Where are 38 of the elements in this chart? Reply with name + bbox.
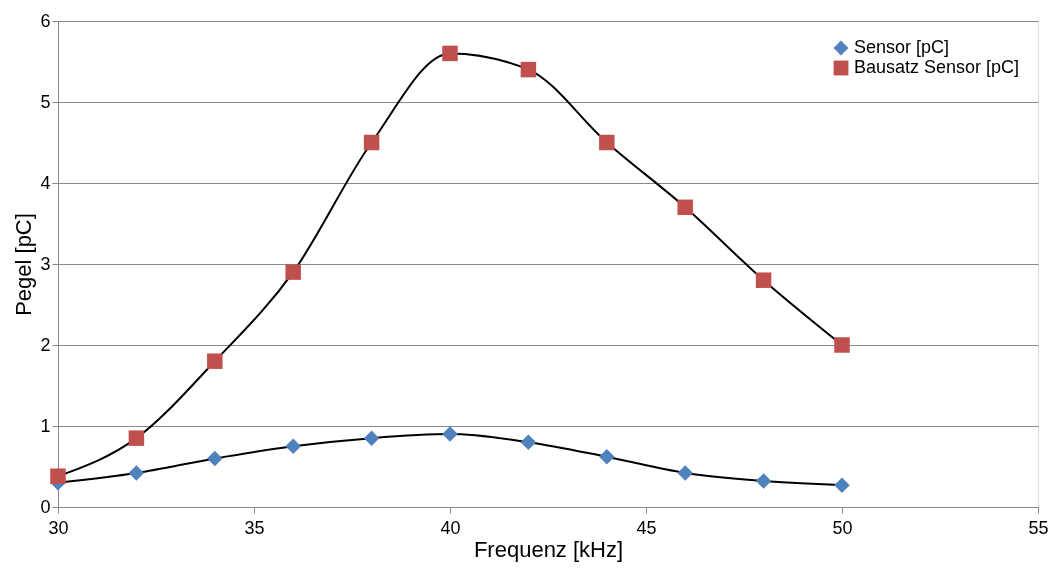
point [520, 434, 537, 450]
point [755, 473, 772, 489]
x-tick-label: 55 [1028, 517, 1049, 538]
point [207, 353, 223, 369]
x-axis-title: Frequenz [kHz] [473, 536, 624, 562]
point [128, 430, 145, 446]
point [599, 134, 615, 151]
y-tick-label: 1 [40, 415, 51, 436]
x-tick-label: 30 [48, 517, 69, 538]
y-tick-label: 0 [40, 496, 51, 517]
x-tick-label: 35 [244, 517, 265, 538]
point [677, 199, 693, 216]
point [755, 272, 772, 288]
point [834, 337, 850, 353]
point [520, 61, 537, 78]
point [442, 45, 458, 62]
point [677, 465, 693, 481]
y-axis-title: Pegel [pC] [11, 213, 37, 316]
y-tick-label: 6 [40, 10, 51, 31]
point [599, 449, 615, 465]
y-tick-label: 4 [40, 172, 51, 193]
y-tick-label: 3 [40, 253, 51, 274]
point [128, 465, 145, 481]
point [207, 450, 223, 467]
point [363, 134, 380, 151]
point [363, 430, 380, 446]
legend-label: Bausatz Sensor [pC] [854, 57, 1020, 77]
point [834, 477, 850, 493]
y-tick-label: 2 [40, 334, 51, 355]
y-tick-label: 5 [40, 91, 51, 112]
legend-label: Sensor [pC] [854, 37, 950, 57]
x-tick-label: 40 [440, 517, 461, 538]
point [442, 426, 458, 442]
point [50, 468, 66, 484]
x-tick-label: 50 [832, 517, 853, 538]
point [285, 264, 301, 280]
point [285, 438, 301, 454]
x-tick-label: 45 [636, 517, 657, 538]
